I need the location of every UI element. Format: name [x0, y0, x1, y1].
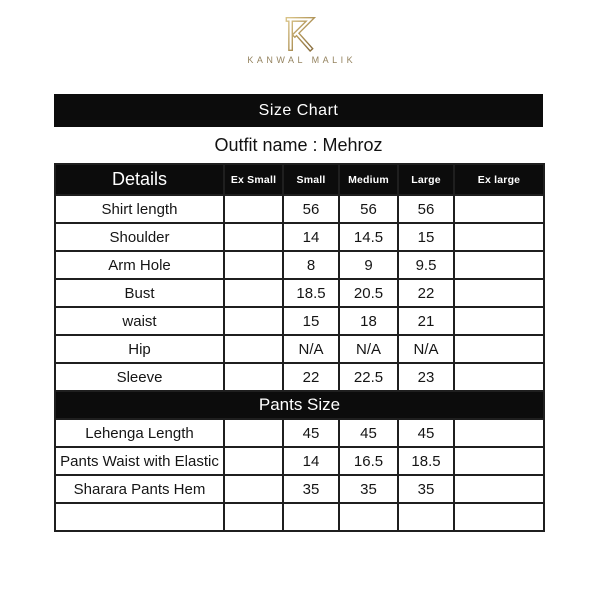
- cell-value: 14: [282, 222, 340, 252]
- cell-value: 35: [338, 474, 399, 504]
- cell-value: 15: [282, 306, 340, 336]
- cell-value: [223, 446, 284, 476]
- row-label: Hip: [54, 334, 225, 364]
- cell-value: 8: [282, 250, 340, 280]
- table-row: Sharara Pants Hem 35 35 35: [54, 474, 545, 504]
- cell-value: 45: [338, 418, 399, 448]
- cell-value: [453, 250, 545, 280]
- table-row: waist 15 18 21: [54, 306, 545, 336]
- row-label: Pants Waist with Elastic: [54, 446, 225, 476]
- table-row: Lehenga Length 45 45 45: [54, 418, 545, 448]
- table-row: Hip N/A N/A N/A: [54, 334, 545, 364]
- cell-value: N/A: [338, 334, 399, 364]
- cell-value: N/A: [397, 334, 455, 364]
- row-label: [54, 502, 225, 532]
- cell-value: [223, 502, 284, 532]
- cell-value: 56: [338, 194, 399, 224]
- section-banner-row: Pants Size: [54, 390, 545, 420]
- cell-value: 20.5: [338, 278, 399, 308]
- column-header-details: Details: [54, 163, 225, 196]
- table-header-row: Details Ex Small Small Medium Large Ex l…: [54, 163, 545, 196]
- row-label: Bust: [54, 278, 225, 308]
- row-label: Sharara Pants Hem: [54, 474, 225, 504]
- row-label: Arm Hole: [54, 250, 225, 280]
- row-label: Lehenga Length: [54, 418, 225, 448]
- column-header-medium: Medium: [338, 163, 399, 196]
- cell-value: [453, 474, 545, 504]
- cell-value: [453, 222, 545, 252]
- cell-value: [223, 362, 284, 392]
- row-label: waist: [54, 306, 225, 336]
- cell-value: [453, 278, 545, 308]
- cell-value: [453, 362, 545, 392]
- row-label: Sleeve: [54, 362, 225, 392]
- column-header-small: Small: [282, 163, 340, 196]
- cell-value: [453, 306, 545, 336]
- cell-value: 22.5: [338, 362, 399, 392]
- row-label: Shoulder: [54, 222, 225, 252]
- cell-value: [223, 222, 284, 252]
- cell-value: 14: [282, 446, 340, 476]
- cell-value: 14.5: [338, 222, 399, 252]
- table-row: [54, 502, 545, 532]
- column-header-ex-small: Ex Small: [223, 163, 284, 196]
- cell-value: 45: [282, 418, 340, 448]
- cell-value: [223, 474, 284, 504]
- cell-value: 35: [282, 474, 340, 504]
- cell-value: 16.5: [338, 446, 399, 476]
- cell-value: [453, 334, 545, 364]
- cell-value: 18.5: [282, 278, 340, 308]
- cell-value: [223, 334, 284, 364]
- cell-value: [453, 194, 545, 224]
- cell-value: [453, 502, 545, 532]
- cell-value: 56: [282, 194, 340, 224]
- cell-value: [453, 446, 545, 476]
- cell-value: 23: [397, 362, 455, 392]
- size-chart-banner: Size Chart: [54, 94, 543, 127]
- cell-value: 35: [397, 474, 455, 504]
- brand-wordmark: KANWAL MALIK: [247, 55, 357, 65]
- cell-value: 9: [338, 250, 399, 280]
- column-header-ex-large: Ex large: [453, 163, 545, 196]
- cell-value: [223, 306, 284, 336]
- table-row: Bust 18.5 20.5 22: [54, 278, 545, 308]
- cell-value: [223, 250, 284, 280]
- cell-value: 22: [282, 362, 340, 392]
- cell-value: 45: [397, 418, 455, 448]
- k-monogram-icon: [285, 17, 317, 52]
- cell-value: 18.5: [397, 446, 455, 476]
- cell-value: [282, 502, 340, 532]
- table-row: Shoulder 14 14.5 15: [54, 222, 545, 252]
- table-row: Arm Hole 8 9 9.5: [54, 250, 545, 280]
- cell-value: 22: [397, 278, 455, 308]
- column-header-large: Large: [397, 163, 455, 196]
- brand-header: KANWAL MALIK: [0, 16, 600, 65]
- table-row: Pants Waist with Elastic 14 16.5 18.5: [54, 446, 545, 476]
- outfit-name-row: Outfit name : Mehroz: [54, 127, 543, 163]
- outfit-name-label: Outfit name : Mehroz: [214, 134, 383, 155]
- cell-value: [397, 502, 455, 532]
- section-banner-title: Pants Size: [54, 390, 545, 420]
- banner-title: Size Chart: [258, 101, 339, 119]
- cell-value: [223, 278, 284, 308]
- row-label: Shirt length: [54, 194, 225, 224]
- cell-value: [453, 418, 545, 448]
- table-row: Sleeve 22 22.5 23: [54, 362, 545, 392]
- cell-value: [223, 418, 284, 448]
- cell-value: N/A: [282, 334, 340, 364]
- cell-value: 21: [397, 306, 455, 336]
- cell-value: [223, 194, 284, 224]
- size-table: Details Ex Small Small Medium Large Ex l…: [54, 163, 545, 532]
- cell-value: 9.5: [397, 250, 455, 280]
- cell-value: 15: [397, 222, 455, 252]
- cell-value: [338, 502, 399, 532]
- cell-value: 56: [397, 194, 455, 224]
- cell-value: 18: [338, 306, 399, 336]
- table-row: Shirt length 56 56 56: [54, 194, 545, 224]
